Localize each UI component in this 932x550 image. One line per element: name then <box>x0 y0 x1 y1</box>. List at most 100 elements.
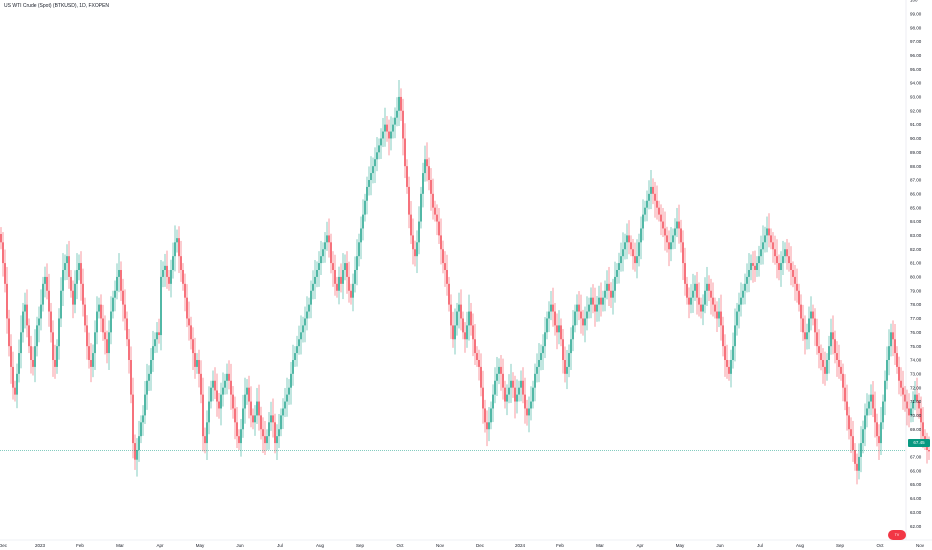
candle-down <box>452 325 454 340</box>
candle-down <box>814 318 816 333</box>
candlestick-series <box>0 80 930 485</box>
candle-up <box>468 311 470 326</box>
x-tick-label: Dec <box>476 543 485 548</box>
candle-down <box>686 283 688 298</box>
x-tick-label: May <box>196 543 205 548</box>
candle-up <box>516 394 518 402</box>
candle-down <box>348 276 350 291</box>
candle-up <box>36 325 38 347</box>
candle-up <box>744 283 746 291</box>
x-tick-label: Jul <box>277 543 283 548</box>
candle-up <box>286 394 288 402</box>
time-axis[interactable]: Dec 2023 Feb Mar Apr May Jun Jul Aug Sep Oct Nov Dec… <box>0 539 932 548</box>
candle-down <box>820 353 822 360</box>
candle-up <box>528 408 530 416</box>
candle-down <box>594 304 596 312</box>
candle-up <box>536 366 538 374</box>
candle-up <box>626 235 628 243</box>
candle-up <box>136 450 138 460</box>
candle-up <box>424 159 426 174</box>
candle-up <box>860 443 862 457</box>
candle-up <box>780 263 782 270</box>
candle-down <box>504 387 506 402</box>
y-tick-label: 78.00 <box>910 302 922 307</box>
candle-up <box>808 318 810 333</box>
candle-up <box>760 249 762 257</box>
x-tick-label: Oct <box>876 543 884 548</box>
candle-up <box>706 283 708 291</box>
x-tick-label: Jul <box>757 543 763 548</box>
tradingview-logo[interactable]: TV <box>888 530 906 540</box>
candle-up <box>466 325 468 340</box>
candle-down <box>728 366 730 374</box>
candle-up <box>718 311 720 319</box>
candle-up <box>576 304 578 312</box>
candle-down <box>796 283 798 291</box>
candle-up <box>378 145 380 153</box>
candle-up <box>742 290 744 298</box>
candle-down <box>798 290 800 305</box>
candle-down <box>654 193 656 201</box>
candle-down <box>232 394 234 409</box>
candle-down <box>906 401 908 409</box>
candle-down <box>8 318 10 347</box>
candle-down <box>484 408 486 423</box>
candle-down <box>684 263 686 284</box>
candle-down <box>878 436 880 444</box>
candle-up <box>138 436 140 450</box>
candle-down <box>634 256 636 264</box>
x-tick-label: Feb <box>76 543 84 548</box>
candle-up <box>162 270 164 277</box>
candle-down <box>388 131 390 139</box>
candle-up <box>558 325 560 333</box>
candle-down <box>260 415 262 430</box>
candle-down <box>726 360 728 367</box>
candle-down <box>448 283 450 305</box>
x-tick-label: Nov <box>436 543 445 548</box>
candle-up <box>416 242 418 257</box>
candle-down <box>28 325 30 347</box>
candle-up <box>456 311 458 326</box>
candle-down <box>724 346 726 360</box>
candle-up <box>888 346 890 360</box>
candle-down <box>892 332 894 340</box>
candle-down <box>628 235 630 243</box>
candle-up <box>692 290 694 298</box>
candle-down <box>848 415 850 430</box>
candle-down <box>182 270 184 284</box>
candle-down <box>6 283 8 319</box>
candle-down <box>678 221 680 229</box>
candle-up <box>312 283 314 291</box>
candle-up <box>530 401 532 409</box>
candle-down <box>122 290 124 305</box>
candle-up <box>278 429 280 437</box>
candle-down <box>898 366 900 381</box>
candle-up <box>372 166 374 174</box>
x-tick-label: Dec <box>0 543 8 548</box>
candle-up <box>676 221 678 229</box>
candle-down <box>774 249 776 257</box>
candle-down <box>252 415 254 423</box>
candle-up <box>358 242 360 257</box>
y-tick-label: 95.00 <box>910 67 922 72</box>
y-tick-label: 100 <box>910 0 918 3</box>
candle-up <box>638 242 640 257</box>
candle-up <box>96 311 98 333</box>
candle-down <box>894 339 896 354</box>
candle-down <box>874 408 876 423</box>
candle-down <box>918 401 920 409</box>
y-tick-label: 96.00 <box>910 53 922 58</box>
candle-down <box>434 207 436 215</box>
candle-down <box>908 408 910 416</box>
candle-up <box>866 408 868 416</box>
candle-up <box>880 422 882 444</box>
candle-down <box>720 311 722 326</box>
candle-down <box>770 235 772 243</box>
candle-down <box>14 387 16 395</box>
candle-up <box>118 270 120 277</box>
candle-down <box>482 387 484 409</box>
candle-down <box>470 311 472 326</box>
candle-up <box>734 325 736 347</box>
price-axis[interactable]: 62.0063.0064.0065.0066.0067.0068.0069.00… <box>905 0 922 540</box>
